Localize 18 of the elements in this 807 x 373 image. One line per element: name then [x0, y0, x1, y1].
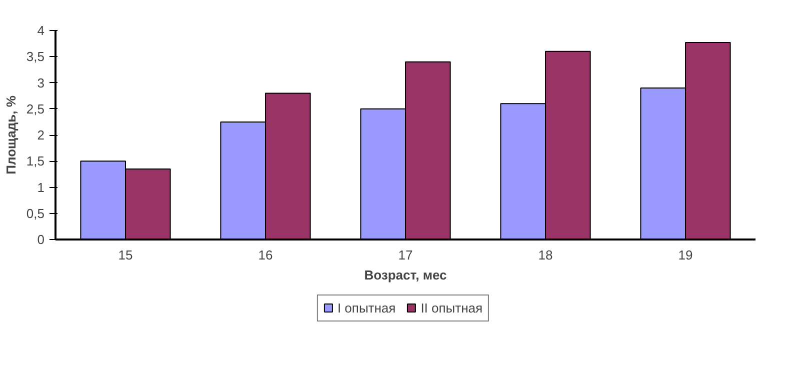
- x-tick-label: 18: [538, 248, 553, 262]
- x-tick-label: 17: [398, 248, 413, 262]
- y-tick-label: 2,5: [26, 101, 45, 116]
- y-tick-label: 2: [37, 128, 45, 142]
- legend-label: II опытная: [420, 300, 483, 315]
- y-axis-title: Площадь, %: [3, 95, 18, 174]
- x-tick-label: 19: [678, 248, 693, 262]
- y-tick-label: 0,5: [26, 206, 45, 221]
- x-axis-title: Возраст, мес: [364, 268, 447, 282]
- y-tick-label: 3: [37, 75, 45, 90]
- y-tick-label: 1,5: [26, 154, 45, 169]
- y-tick-label: 0: [37, 232, 45, 247]
- legend-label: I опытная: [337, 300, 396, 315]
- x-tick-label: 16: [258, 248, 273, 262]
- y-tick-label: 1: [37, 180, 45, 195]
- x-tick-label: 15: [118, 248, 133, 262]
- y-tick-label: 3,5: [26, 49, 45, 64]
- y-tick-label: 4: [37, 23, 45, 38]
